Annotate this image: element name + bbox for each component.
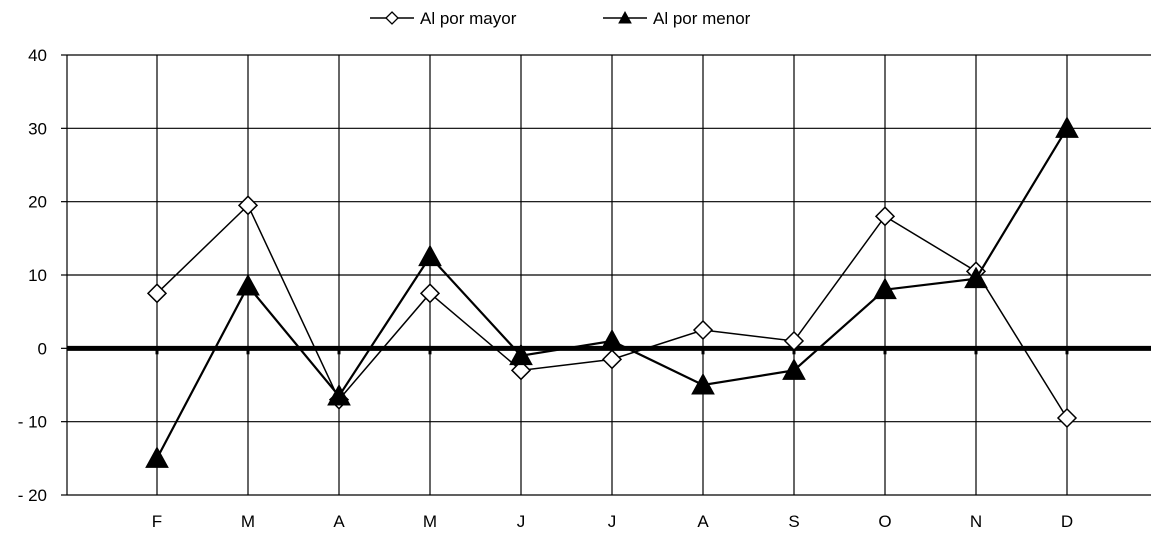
y-tick-label: 20	[28, 193, 47, 212]
data-point-al-por-menor	[600, 328, 624, 351]
x-tick-label: A	[697, 512, 709, 531]
data-point-al-por-mayor	[237, 195, 259, 216]
legend-label-al-por-mayor: Al por mayor	[420, 9, 517, 28]
x-tick-label: F	[152, 512, 162, 531]
y-tick-label: 0	[38, 339, 47, 358]
x-tick-label: M	[423, 512, 437, 531]
x-tick-label: S	[788, 512, 799, 531]
x-tick-label: N	[970, 512, 982, 531]
data-point-al-por-menor	[236, 273, 260, 296]
y-tick-label: 10	[28, 266, 47, 285]
data-point-al-por-menor	[1055, 116, 1079, 138]
data-point-al-por-menor	[327, 383, 351, 406]
data-point-al-por-menor	[509, 343, 533, 366]
legend-item-al-por-mayor: Al por mayor	[370, 9, 517, 28]
y-tick-label: - 20	[18, 486, 47, 505]
data-point-al-por-menor	[691, 372, 715, 395]
data-point-al-por-menor	[782, 358, 806, 380]
y-tick-label: - 10	[18, 413, 47, 432]
data-point-al-por-mayor	[601, 349, 623, 370]
legend-label-al-por-menor: Al por menor	[653, 9, 751, 28]
x-tick-label: J	[517, 512, 526, 531]
data-point-al-por-menor	[873, 277, 897, 300]
data-point-al-por-menor	[418, 244, 442, 267]
x-tick-label: M	[241, 512, 255, 531]
data-point-al-por-mayor	[1056, 407, 1078, 429]
x-tick-label: A	[333, 512, 345, 531]
data-point-al-por-mayor	[146, 283, 168, 304]
legend: Al por mayor Al por menor	[370, 9, 751, 28]
data-point-al-por-mayor	[510, 360, 532, 381]
data-point-al-por-menor	[145, 446, 169, 468]
y-tick-label: 30	[28, 119, 47, 138]
data-point-al-por-mayor	[783, 330, 805, 352]
legend-item-al-por-menor: Al por menor	[603, 9, 751, 28]
data-point-al-por-menor	[964, 266, 988, 289]
x-tick-label: O	[878, 512, 891, 531]
data-point-al-por-mayor	[692, 319, 714, 341]
data-point-al-por-mayor	[874, 206, 896, 227]
y-tick-label: 40	[28, 46, 47, 65]
data-point-al-por-mayor	[419, 283, 441, 304]
x-tick-label: J	[608, 512, 617, 531]
plot-area: 40 30 20 10 0 - 10 - 20 F M A M J J A S O N D	[18, 46, 1151, 531]
x-tick-label: D	[1061, 512, 1073, 531]
